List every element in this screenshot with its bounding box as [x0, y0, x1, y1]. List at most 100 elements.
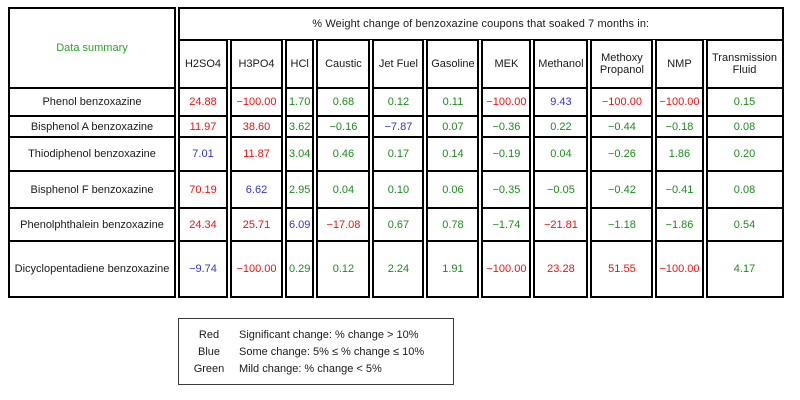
column-header: NMP — [655, 40, 704, 88]
value-cell: −1.86 — [655, 208, 704, 241]
row-label: Phenol benzoxazine — [8, 88, 176, 116]
value-cell: −100.00 — [655, 88, 704, 116]
value-cell: 6.62 — [230, 171, 283, 208]
table-title-row: Data summary % Weight change of benzoxaz… — [8, 7, 784, 88]
value-cell: 0.11 — [426, 88, 480, 116]
value-cell: 0.12 — [372, 88, 425, 116]
value-cell: 0.06 — [426, 171, 480, 208]
table-row: Bisphenol F benzoxazine 70.19 6.62 2.95 0.04… — [8, 171, 784, 208]
value-cell: 0.12 — [316, 241, 371, 298]
value-cell: −0.44 — [590, 116, 654, 137]
value-cell: 4.17 — [705, 241, 784, 298]
value-cell: 3.04 — [285, 137, 315, 171]
legend-word-green: Green — [193, 362, 225, 375]
value-cell: 11.87 — [230, 137, 283, 171]
column-header: HCl — [285, 40, 315, 88]
value-cell: 0.08 — [705, 116, 784, 137]
table-row: Phenolphthalein benzoxazine 24.34 25.71 6.0… — [8, 208, 784, 241]
value-cell: 0.08 — [705, 171, 784, 208]
table-row: Bisphenol A benzoxazine 11.97 38.60 3.62 −0.… — [8, 116, 784, 137]
value-cell: −100.00 — [481, 241, 532, 298]
value-cell: −0.42 — [590, 171, 654, 208]
row-label: Bisphenol A benzoxazine — [8, 116, 176, 137]
value-cell: 23.28 — [533, 241, 589, 298]
table-title: % Weight change of benzoxazine coupons t… — [178, 7, 784, 40]
value-cell: −0.36 — [481, 116, 532, 137]
value-cell: 0.14 — [426, 137, 480, 171]
column-header: Methanol — [533, 40, 589, 88]
value-cell: 0.20 — [705, 137, 784, 171]
value-cell: 25.71 — [230, 208, 283, 241]
table-row: Phenol benzoxazine 24.88 −100.00 1.70 0.68 0.… — [8, 88, 784, 116]
value-cell: −7.87 — [372, 116, 425, 137]
table-row: Thiodiphenol benzoxazine 7.01 11.87 3.04 0.4… — [8, 137, 784, 171]
value-cell: 2.95 — [285, 171, 315, 208]
value-cell: 7.01 — [178, 137, 228, 171]
column-header-row: H2SO4 H3PO4 HCl Caustic Jet Fuel Gasoline MEK M… — [8, 40, 784, 88]
column-header: Caustic — [316, 40, 371, 88]
value-cell: 0.10 — [372, 171, 425, 208]
legend-box: Red Significant change: % change > 10% B… — [178, 318, 454, 385]
value-cell: −21.81 — [533, 208, 589, 241]
value-cell: 0.04 — [316, 171, 371, 208]
table-body: Phenol benzoxazine 24.88 −100.00 1.70 0.68 0.… — [8, 88, 784, 298]
value-cell: −9.74 — [178, 241, 228, 298]
value-cell: 0.29 — [285, 241, 315, 298]
value-cell: 1.86 — [655, 137, 704, 171]
value-cell: −1.74 — [481, 208, 532, 241]
row-label: Bisphenol F benzoxazine — [8, 171, 176, 208]
legend-word-blue: Blue — [197, 345, 221, 358]
weight-change-table: Data summary % Weight change of benzoxaz… — [6, 7, 786, 298]
value-cell: 2.24 — [372, 241, 425, 298]
column-header: Gasoline — [426, 40, 480, 88]
value-cell: −0.05 — [533, 171, 589, 208]
value-cell: 0.15 — [705, 88, 784, 116]
value-cell: 0.78 — [426, 208, 480, 241]
value-cell: 70.19 — [178, 171, 228, 208]
row-label: Thiodiphenol benzoxazine — [8, 137, 176, 171]
value-cell: 6.09 — [285, 208, 315, 241]
value-cell: 0.68 — [316, 88, 371, 116]
column-header: Jet Fuel — [372, 40, 425, 88]
value-cell: 11.97 — [178, 116, 228, 137]
value-cell: 24.88 — [178, 88, 228, 116]
corner-cell-data-summary: Data summary — [8, 7, 176, 88]
value-cell: −0.26 — [590, 137, 654, 171]
value-cell: 1.91 — [426, 241, 480, 298]
value-cell: 3.62 — [285, 116, 315, 137]
legend-word-red: Red — [198, 328, 220, 341]
value-cell: −100.00 — [590, 88, 654, 116]
value-cell: 0.46 — [316, 137, 371, 171]
value-cell: 0.04 — [533, 137, 589, 171]
row-label: Dicyclopentadiene benzoxazine — [8, 241, 176, 298]
column-header: Methoxy Propanol — [590, 40, 654, 88]
legend-desc-green: Mild change: % change < 5% — [239, 362, 382, 375]
value-cell: −17.08 — [316, 208, 371, 241]
legend-desc-red: Significant change: % change > 10% — [239, 328, 419, 341]
column-header: Transmission Fluid — [705, 40, 784, 88]
column-header: H2SO4 — [178, 40, 228, 88]
legend-desc-blue: Some change: 5% ≤ % change ≤ 10% — [239, 345, 425, 358]
value-cell: −0.35 — [481, 171, 532, 208]
value-cell: −100.00 — [481, 88, 532, 116]
value-cell: −1.18 — [590, 208, 654, 241]
value-cell: −0.19 — [481, 137, 532, 171]
value-cell: 0.54 — [705, 208, 784, 241]
value-cell: 51.55 — [590, 241, 654, 298]
table-row: Dicyclopentadiene benzoxazine −9.74 −100.0… — [8, 241, 784, 298]
value-cell: −100.00 — [655, 241, 704, 298]
value-cell: 1.70 — [285, 88, 315, 116]
value-cell: 24.34 — [178, 208, 228, 241]
value-cell: 0.07 — [426, 116, 480, 137]
value-cell: −0.16 — [316, 116, 371, 137]
column-header: MEK — [481, 40, 532, 88]
value-cell: −0.41 — [655, 171, 704, 208]
value-cell: 9.43 — [533, 88, 589, 116]
row-label: Phenolphthalein benzoxazine — [8, 208, 176, 241]
value-cell: 0.17 — [372, 137, 425, 171]
value-cell: 38.60 — [230, 116, 283, 137]
value-cell: 0.22 — [533, 116, 589, 137]
value-cell: −0.18 — [655, 116, 704, 137]
value-cell: 0.67 — [372, 208, 425, 241]
